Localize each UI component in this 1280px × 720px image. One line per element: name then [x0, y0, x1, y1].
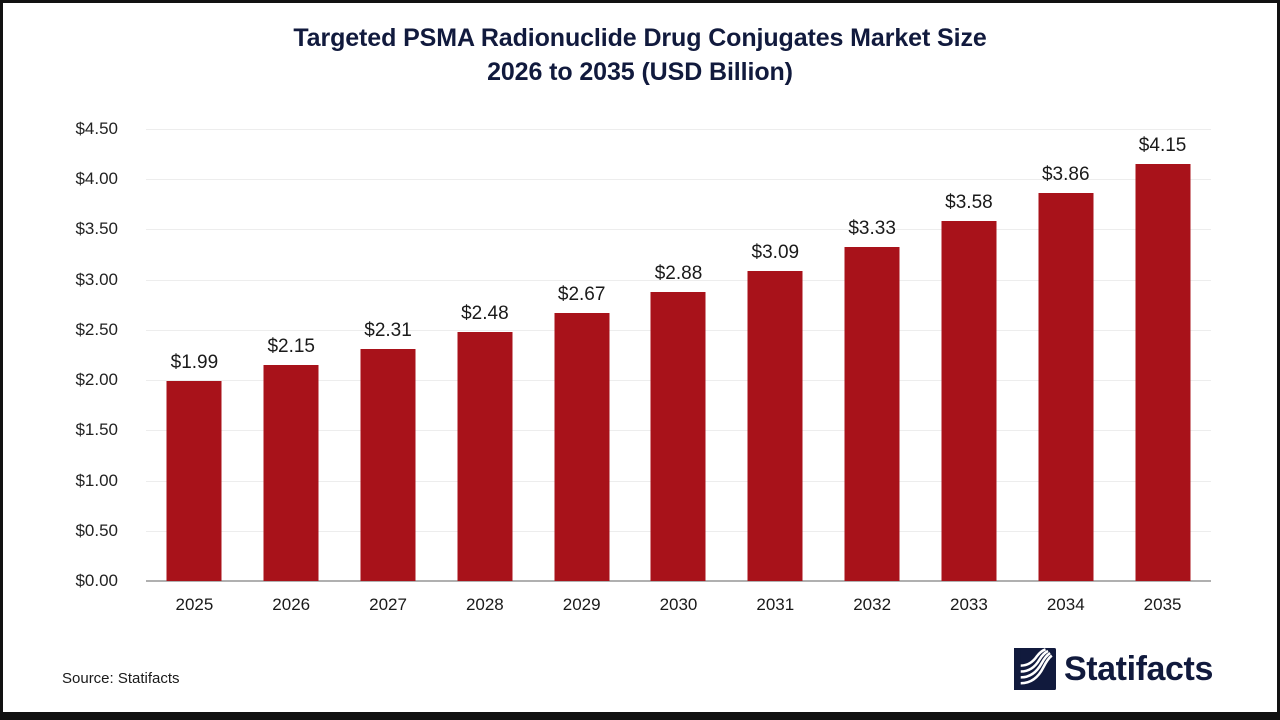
- bar[interactable]: [360, 348, 416, 581]
- y-axis-tick-label: $1.00: [75, 470, 118, 490]
- bar[interactable]: [844, 246, 900, 581]
- y-axis-tick-label: $1.50: [75, 420, 118, 440]
- gridline: [146, 279, 1211, 281]
- x-axis-tick-label: 2035: [1143, 595, 1182, 614]
- x-axis-tick-label: 2029: [562, 595, 601, 614]
- x-axis-tick-label: 2033: [950, 595, 988, 614]
- gridline: [146, 129, 1211, 130]
- bar[interactable]: [1135, 164, 1191, 581]
- x-axis-tick-label: 2032: [853, 595, 892, 614]
- bar[interactable]: [166, 381, 222, 581]
- plot-area: $1.99 $2.15 $2.31 $2.48 $2.67 $2.88 $3.09 $3.33…: [146, 129, 1211, 582]
- bar-value-label: $1.99: [170, 352, 219, 374]
- bar-group[interactable]: $3.33: [824, 129, 921, 581]
- y-axis-tick-label: $4.00: [75, 169, 118, 189]
- x-axis-tick-label: 2034: [1046, 595, 1085, 614]
- bar-value-label: $2.88: [654, 262, 703, 284]
- y-axis-tick-label: $3.50: [75, 219, 118, 239]
- bar-value-label: $4.15: [1138, 135, 1187, 157]
- bar-value-label: $3.09: [751, 241, 800, 263]
- bar-group[interactable]: $3.86: [1017, 129, 1114, 581]
- bar-group[interactable]: $2.88: [630, 129, 727, 581]
- x-axis-baseline: [146, 580, 1211, 582]
- y-axis-tick-label: $4.50: [75, 119, 118, 138]
- statifacts-logo: Statifacts: [1013, 648, 1213, 690]
- bar[interactable]: [554, 312, 610, 581]
- page-title: Targeted PSMA Radionuclide Drug Conjugat…: [3, 21, 1277, 89]
- bar-value-label: $3.86: [1041, 164, 1090, 186]
- x-axis-tick-label: 2031: [756, 595, 795, 614]
- bar[interactable]: [457, 331, 513, 581]
- bar-value-label: $2.15: [267, 336, 315, 358]
- bar[interactable]: [650, 291, 706, 581]
- y-axis-tick-label: $2.00: [75, 370, 118, 390]
- x-axis-labels: 2025 2026 2027 2028 2029 2030 2031 2032 2033 2034…: [146, 595, 1211, 621]
- y-axis-tick-label: $3.00: [75, 269, 118, 289]
- bar[interactable]: [263, 365, 319, 581]
- bar-group[interactable]: $2.67: [533, 129, 630, 581]
- chart-title-line1: Targeted PSMA Radionuclide Drug Conjugat…: [293, 24, 987, 52]
- logo-wordmark: Statifacts: [1063, 650, 1213, 688]
- bar[interactable]: [1038, 193, 1094, 581]
- x-axis-tick-label: 2028: [465, 595, 504, 614]
- bar-value-label: $2.48: [461, 302, 509, 324]
- x-axis-tick-label: 2030: [659, 595, 698, 614]
- x-axis-tick-label: 2025: [175, 595, 214, 614]
- x-axis-tick-label: 2027: [369, 595, 407, 614]
- bar-value-label: $2.67: [557, 283, 606, 305]
- statifacts-wave-logo-icon: [1013, 648, 1056, 690]
- bar-group[interactable]: $4.15: [1114, 129, 1211, 581]
- bar-group[interactable]: $2.48: [436, 129, 533, 581]
- bar-group[interactable]: $3.58: [921, 129, 1018, 581]
- bar-group[interactable]: $3.09: [727, 129, 824, 581]
- gridline: [146, 229, 1211, 231]
- y-axis-labels: $0.00 $0.50 $1.00 $1.50 $2.00 $2.50 $3.00 $3.50…: [3, 119, 126, 590]
- bar-group[interactable]: $2.31: [340, 129, 437, 581]
- bar[interactable]: [747, 270, 803, 581]
- y-axis-tick-label: $2.50: [75, 319, 118, 339]
- bar-value-label: $2.31: [364, 319, 412, 341]
- bar-value-label: $3.58: [945, 192, 993, 214]
- source-note: Source: Statifacts: [62, 670, 180, 687]
- y-axis-tick-label: $0.00: [75, 571, 118, 590]
- chart-title-line2: 2026 to 2035 (USD Billion): [487, 58, 793, 86]
- x-axis-tick-label: 2026: [272, 595, 311, 614]
- y-axis-tick-label: $0.50: [75, 520, 118, 540]
- bar-value-label: $3.33: [848, 217, 896, 239]
- gridline: [146, 179, 1211, 181]
- bar-group[interactable]: $2.15: [243, 129, 340, 581]
- bar[interactable]: [941, 221, 997, 581]
- bar-group[interactable]: $1.99: [146, 129, 243, 581]
